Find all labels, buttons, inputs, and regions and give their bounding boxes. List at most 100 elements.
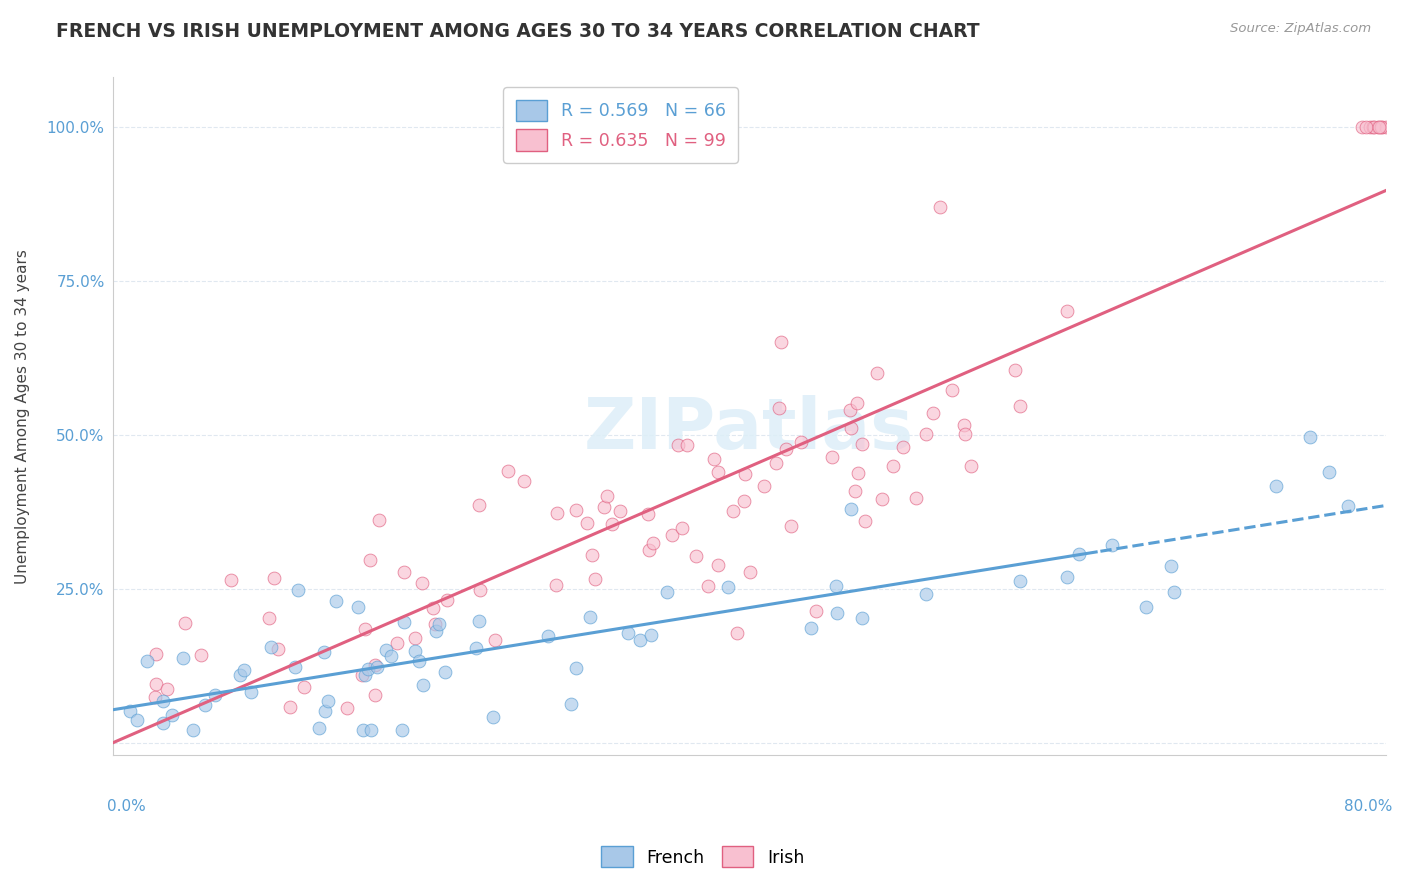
Point bbox=[162, 708, 184, 723]
Point bbox=[839, 403, 862, 417]
Point bbox=[583, 572, 606, 586]
Point bbox=[364, 688, 387, 702]
Point bbox=[173, 615, 195, 630]
Point bbox=[882, 459, 904, 474]
Text: Source: ZipAtlas.com: Source: ZipAtlas.com bbox=[1230, 22, 1371, 36]
Point bbox=[367, 513, 389, 527]
Point bbox=[578, 609, 600, 624]
Point bbox=[1299, 430, 1322, 444]
Point bbox=[707, 465, 730, 479]
Point bbox=[496, 464, 519, 478]
Point bbox=[364, 658, 387, 673]
Point bbox=[697, 579, 720, 593]
Point bbox=[284, 660, 307, 674]
Point bbox=[1367, 120, 1389, 134]
Point bbox=[671, 521, 693, 535]
Point bbox=[353, 668, 375, 682]
Point bbox=[404, 631, 426, 645]
Point bbox=[347, 599, 370, 614]
Point bbox=[800, 621, 823, 635]
Point bbox=[412, 678, 434, 692]
Point bbox=[637, 542, 659, 557]
Point bbox=[172, 651, 194, 665]
Point bbox=[593, 500, 616, 514]
Point bbox=[953, 418, 976, 433]
Point bbox=[617, 625, 640, 640]
Point bbox=[941, 383, 963, 397]
Point bbox=[1163, 584, 1185, 599]
Point bbox=[484, 632, 506, 647]
Point bbox=[596, 489, 619, 503]
Point bbox=[780, 519, 803, 533]
Point bbox=[839, 421, 862, 435]
Point bbox=[221, 573, 243, 587]
Point bbox=[733, 494, 755, 508]
Point bbox=[959, 458, 981, 473]
Point bbox=[434, 665, 457, 680]
Point bbox=[1069, 547, 1091, 561]
Point bbox=[1337, 500, 1360, 514]
Point bbox=[1101, 538, 1123, 552]
Point bbox=[143, 690, 166, 704]
Point bbox=[1371, 120, 1393, 134]
Point bbox=[600, 516, 623, 531]
Point bbox=[1350, 120, 1372, 134]
Point bbox=[655, 584, 678, 599]
Point bbox=[628, 632, 651, 647]
Point bbox=[314, 645, 336, 659]
Point bbox=[953, 426, 976, 441]
Point bbox=[145, 677, 167, 691]
Point bbox=[308, 721, 330, 735]
Point bbox=[752, 479, 775, 493]
Point bbox=[422, 601, 444, 615]
Point bbox=[1368, 120, 1391, 134]
Point bbox=[155, 681, 177, 696]
Point bbox=[770, 335, 793, 350]
Point bbox=[482, 710, 505, 724]
Point bbox=[1010, 574, 1032, 588]
Point bbox=[546, 507, 568, 521]
Point bbox=[1317, 466, 1340, 480]
Point bbox=[821, 450, 844, 465]
Point bbox=[1056, 569, 1078, 583]
Point bbox=[1135, 599, 1157, 614]
Point bbox=[841, 501, 863, 516]
Point bbox=[468, 614, 491, 628]
Point bbox=[468, 498, 491, 512]
Point bbox=[560, 697, 582, 711]
Text: ZIPatlas: ZIPatlas bbox=[585, 395, 914, 464]
Point bbox=[257, 610, 280, 624]
Point bbox=[768, 401, 790, 415]
Point bbox=[325, 594, 347, 608]
Point bbox=[844, 484, 866, 499]
Point bbox=[1358, 120, 1381, 134]
Point bbox=[537, 629, 560, 643]
Point bbox=[1265, 478, 1288, 492]
Point bbox=[717, 580, 740, 594]
Point bbox=[853, 514, 876, 528]
Point bbox=[263, 571, 285, 585]
Point bbox=[565, 502, 588, 516]
Point bbox=[232, 663, 254, 677]
Text: FRENCH VS IRISH UNEMPLOYMENT AMONG AGES 30 TO 34 YEARS CORRELATION CHART: FRENCH VS IRISH UNEMPLOYMENT AMONG AGES … bbox=[56, 22, 980, 41]
Point bbox=[294, 680, 316, 694]
Point bbox=[513, 474, 536, 488]
Point bbox=[904, 491, 927, 505]
Point bbox=[190, 648, 212, 663]
Point bbox=[391, 723, 413, 738]
Point bbox=[359, 553, 381, 567]
Point bbox=[1364, 120, 1386, 134]
Point bbox=[120, 704, 142, 718]
Point bbox=[661, 527, 683, 541]
Point bbox=[1008, 400, 1031, 414]
Point bbox=[427, 616, 450, 631]
Text: 0.0%: 0.0% bbox=[107, 799, 145, 814]
Point bbox=[851, 437, 873, 451]
Point bbox=[725, 625, 748, 640]
Point bbox=[239, 685, 262, 699]
Point bbox=[865, 366, 887, 380]
Point bbox=[1160, 558, 1182, 573]
Point bbox=[637, 507, 659, 521]
Point bbox=[125, 713, 148, 727]
Point bbox=[260, 640, 283, 654]
